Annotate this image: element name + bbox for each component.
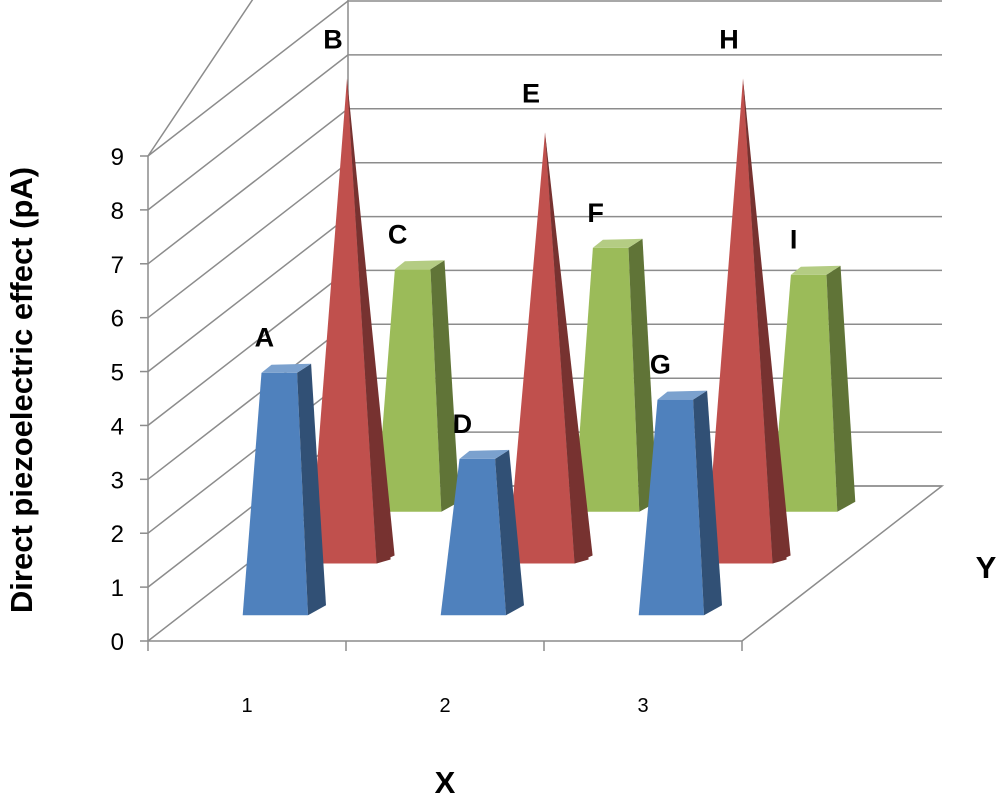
data-label-C: C: [388, 219, 408, 249]
y-tick-label: 7: [111, 252, 124, 279]
bar-side: [826, 265, 856, 512]
bar-side: [430, 260, 460, 512]
data-label-F: F: [587, 198, 604, 228]
bar-front: [376, 269, 442, 512]
y-tick-label: 3: [111, 467, 124, 494]
y-tick-label: 1: [111, 575, 124, 602]
data-labels: C F I B E H A D G: [255, 25, 798, 439]
bar-D: [440, 449, 524, 616]
x-tick-label: 2: [439, 695, 450, 717]
y-tick-label: 0: [111, 629, 124, 656]
x-tick-label: 3: [637, 695, 648, 717]
data-label-H: H: [719, 25, 739, 55]
bar-side: [693, 390, 722, 616]
bar-front: [440, 458, 506, 616]
y-axis-title: Direct piezoelectric effect (pA): [4, 167, 39, 613]
bar-front: [309, 78, 377, 564]
bar-B: [309, 78, 395, 564]
bar-top: [657, 390, 708, 400]
bar-A: [242, 363, 326, 616]
bar-side-2: [545, 132, 589, 564]
y-tick-label: 6: [111, 306, 124, 333]
bar-front: [507, 132, 575, 564]
bar-front: [638, 399, 704, 616]
bar-side: [628, 238, 658, 512]
y-tick-label: 9: [111, 144, 124, 171]
y-tick-label: 5: [111, 360, 124, 387]
bar-front: [574, 247, 640, 512]
bar-side: [495, 449, 524, 616]
bar-top: [592, 238, 643, 248]
z-axis-title: Y: [976, 550, 997, 585]
bar-front: [705, 78, 773, 564]
wall-left-top-edge: [147, 0, 254, 157]
bar-side-2: [743, 78, 787, 564]
y-tick-label: 4: [111, 413, 124, 440]
bar-front: [242, 372, 308, 616]
y-tick-label: 8: [111, 198, 124, 225]
data-label-G: G: [650, 350, 671, 380]
bar-E: [507, 132, 593, 564]
bar-G: [638, 390, 722, 616]
data-label-D: D: [453, 409, 473, 439]
bar-side: [347, 78, 395, 564]
bar-top: [459, 449, 510, 459]
bar-F: [574, 238, 658, 512]
bar-top: [261, 363, 312, 373]
bar-side: [545, 132, 593, 564]
axes: 0 1 2 3 4 5 6 7 8 9 1 2 3: [111, 144, 945, 717]
bar-C: [376, 260, 460, 512]
bar-I: [772, 265, 856, 512]
data-label-I: I: [790, 225, 798, 255]
bar-H: [705, 78, 791, 564]
bar-top: [790, 265, 841, 275]
x-tick-label: 1: [241, 695, 252, 717]
bar-top: [394, 260, 445, 270]
bar-side: [743, 78, 791, 564]
bar-side-2: [347, 78, 391, 564]
x-axis-title: X: [435, 765, 456, 798]
bar-side: [297, 363, 326, 616]
data-label-A: A: [255, 323, 275, 353]
bar-front: [772, 274, 838, 512]
data-label-B: B: [323, 25, 343, 55]
y-tick-label: 2: [111, 521, 124, 548]
bars: [242, 78, 856, 616]
data-label-E: E: [522, 78, 540, 108]
